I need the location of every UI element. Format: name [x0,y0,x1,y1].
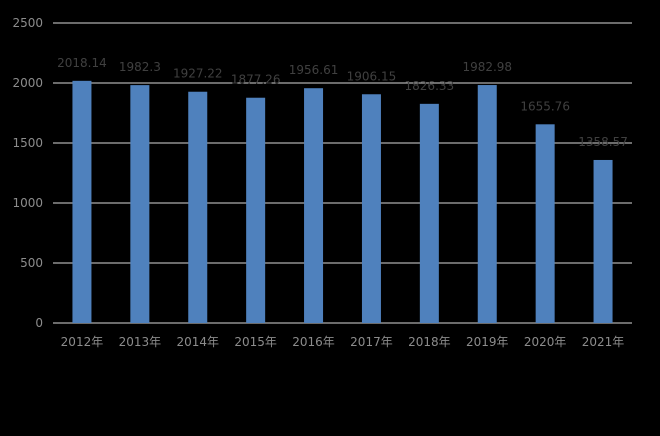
x-tick-label: 2021年 [582,335,625,349]
bar [477,85,497,324]
x-tick-label: 2013年 [119,335,162,349]
bar [188,91,208,323]
bar [304,88,324,323]
data-label: 2018.14 [57,56,107,70]
bar [361,94,381,324]
y-axis-ticks: 0 500 1000 1500 2000 2500 [12,16,43,330]
data-label: 1358.57 [578,135,628,149]
data-label: 1906.15 [347,69,397,83]
x-axis-ticks: 2012年 2013年 2014年 2015年 2016年 2017年 2018年 2019年… [61,335,625,349]
bar [593,159,613,323]
data-label: 1655.76 [520,99,570,113]
data-labels: 2018.14 1982.3 1927.22 1877.26 1956.61 1906.1… [57,56,628,149]
bar [535,124,555,323]
bars [72,80,613,324]
y-tick-label: 1000 [12,196,43,210]
x-tick-label: 2020年 [524,335,567,349]
data-label: 1826.33 [405,79,455,93]
bar [130,85,150,324]
x-tick-label: 2014年 [176,335,219,349]
y-tick-label: 1500 [12,136,43,150]
bar [419,103,439,324]
x-tick-label: 2015年 [234,335,277,349]
gridlines [53,22,632,324]
data-label: 1927.22 [173,67,223,81]
x-tick-label: 2018年 [408,335,451,349]
y-tick-label: 2500 [12,16,43,30]
data-label: 1982.98 [462,60,512,74]
x-tick-label: 2019年 [466,335,509,349]
x-tick-label: 2017年 [350,335,393,349]
y-tick-label: 0 [35,316,43,330]
bar [246,97,266,324]
data-label: 1877.26 [231,73,281,87]
data-label: 1956.61 [289,63,339,77]
x-tick-label: 2012年 [61,335,104,349]
data-label: 1982.3 [119,60,161,74]
x-tick-label: 2016年 [292,335,335,349]
y-tick-label: 500 [20,256,43,270]
y-tick-label: 2000 [12,76,43,90]
bar [72,80,92,323]
